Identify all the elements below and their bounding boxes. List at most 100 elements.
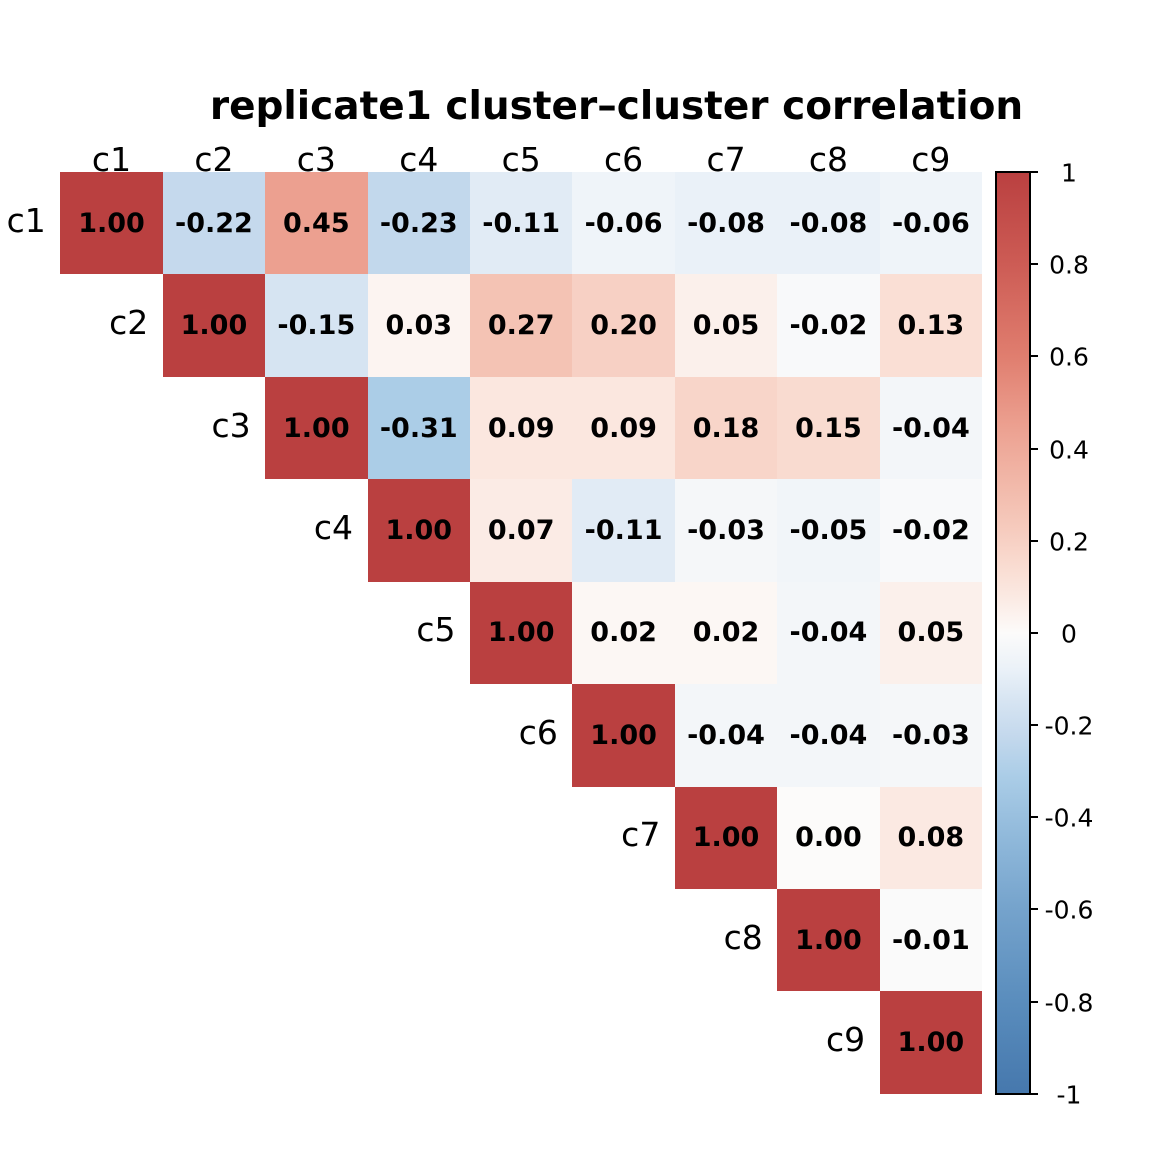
row-label: c9 (826, 1020, 866, 1060)
colorbar-tick-label: -0.2 (1044, 711, 1094, 741)
cell-value: 1.00 (590, 719, 657, 751)
cell-value: -0.11 (482, 207, 561, 239)
cell-value: -0.04 (891, 412, 970, 444)
cell-value: -0.15 (277, 310, 356, 342)
heatmap-cell: -0.08 (674, 172, 778, 275)
heatmap-cell: 1.00 (674, 786, 778, 889)
cell-value: -0.11 (584, 514, 663, 546)
colorbar-tick-label: 1 (1061, 158, 1077, 188)
cell-value: -0.08 (789, 207, 868, 239)
heatmap-cell: -0.01 (879, 888, 983, 992)
cell-value: 0.02 (590, 617, 657, 649)
cell-value: 0.20 (590, 310, 657, 342)
heatmap-cell: 1.00 (265, 376, 368, 480)
heatmap-cell: -0.05 (777, 479, 880, 582)
heatmap-cell: -0.06 (572, 172, 675, 275)
cell-value: -0.02 (789, 310, 868, 342)
heatmap-cell: 0.05 (879, 581, 983, 685)
row-label: c4 (313, 507, 354, 547)
cell-value: 0.45 (283, 207, 350, 239)
heatmap-cell: -0.31 (367, 376, 470, 480)
colorbar-tick (1030, 355, 1038, 358)
cell-value: 0.05 (897, 617, 965, 649)
heatmap-cell: -0.03 (674, 479, 778, 582)
heatmap-cell: 0.09 (572, 376, 675, 480)
heatmap-cell: 0.15 (777, 376, 880, 480)
row-label: c3 (211, 405, 251, 445)
cell-value: -0.04 (789, 719, 868, 751)
heatmap-cell: 0.18 (674, 376, 778, 480)
cell-value: -0.31 (379, 412, 458, 444)
row-label: c5 (416, 610, 456, 650)
column-label: c2 (194, 139, 234, 179)
heatmap-cell: 0.05 (674, 274, 778, 377)
cell-value: 1.00 (78, 207, 145, 239)
heatmap-cell: -0.15 (265, 274, 368, 377)
cell-value: 0.09 (590, 412, 657, 444)
column-label: c6 (604, 139, 644, 179)
cell-value: -0.02 (891, 514, 970, 546)
column-label: c8 (808, 139, 849, 179)
heatmap-cell: 1.00 (469, 581, 573, 685)
row-label: c7 (621, 815, 661, 855)
heatmap-cell: 1.00 (879, 991, 983, 1094)
heatmap-cell: 1.00 (367, 479, 470, 582)
cell-value: -0.04 (789, 617, 868, 649)
cell-value: 0.02 (692, 617, 760, 649)
row-label: c6 (518, 712, 558, 752)
heatmap-cell: 0.20 (572, 274, 675, 377)
heatmap-cell: -0.02 (879, 479, 983, 582)
cell-value: 1.00 (487, 617, 555, 649)
heatmap-cell: 0.45 (265, 172, 368, 275)
cell-value: 0.27 (487, 310, 555, 342)
column-label: c4 (399, 139, 439, 179)
heatmap-cell: 0.09 (469, 376, 573, 480)
heatmap-cell: 1.00 (777, 888, 880, 992)
cell-value: -0.06 (584, 207, 663, 239)
cell-value: 0.07 (487, 514, 555, 546)
cell-value: -0.22 (175, 207, 253, 239)
heatmap-cell: 0.03 (367, 274, 470, 377)
cell-value: 0.13 (897, 310, 965, 342)
heatmap-cell: 0.07 (469, 479, 573, 582)
row-label: c2 (109, 303, 149, 343)
row-label: c1 (6, 200, 46, 240)
cell-value: 0.09 (487, 412, 555, 444)
colorbar-tick-label: 0.6 (1049, 342, 1089, 372)
cell-value: 1.00 (180, 310, 248, 342)
colorbar-tick-label: -0.8 (1044, 988, 1094, 1018)
colorbar-tick (1030, 263, 1038, 266)
column-label: c3 (296, 139, 336, 179)
heatmap-cell: -0.02 (777, 274, 880, 377)
cell-value: -0.03 (891, 719, 970, 751)
heatmap-cell: -0.22 (162, 172, 266, 275)
heatmap-cell: 1.00 (162, 274, 266, 377)
column-label: c1 (91, 139, 132, 179)
cell-value: 0.15 (795, 412, 862, 444)
column-label: c5 (501, 139, 541, 179)
cell-value: 1.00 (385, 514, 453, 546)
heatmap-cell: -0.04 (777, 581, 880, 685)
heatmap-cell: 0.08 (879, 786, 983, 889)
cell-value: 1.00 (897, 1027, 965, 1059)
cell-value: -0.03 (687, 514, 765, 546)
column-label: c9 (911, 139, 951, 179)
colorbar-tick-label: -0.4 (1044, 803, 1094, 833)
colorbar-tick (1030, 539, 1038, 542)
colorbar-tick (1030, 447, 1038, 450)
colorbar-tick-label: 0.8 (1049, 250, 1089, 280)
colorbar-tick (1030, 908, 1038, 911)
colorbar-gradient (995, 171, 1031, 1095)
cell-value: -0.06 (891, 207, 970, 239)
colorbar-tick (1030, 631, 1038, 634)
colorbar-tick (1030, 724, 1038, 727)
heatmap-cell: -0.11 (572, 479, 675, 582)
heatmap-cell: 0.13 (879, 274, 983, 377)
cell-value: -0.01 (891, 924, 970, 956)
colorbar-tick-label: -0.6 (1044, 895, 1094, 925)
colorbar-tick (1030, 816, 1038, 819)
cell-value: 0.05 (692, 310, 760, 342)
heatmap-cell: -0.03 (879, 684, 983, 787)
heatmap-cell: -0.04 (879, 376, 983, 480)
